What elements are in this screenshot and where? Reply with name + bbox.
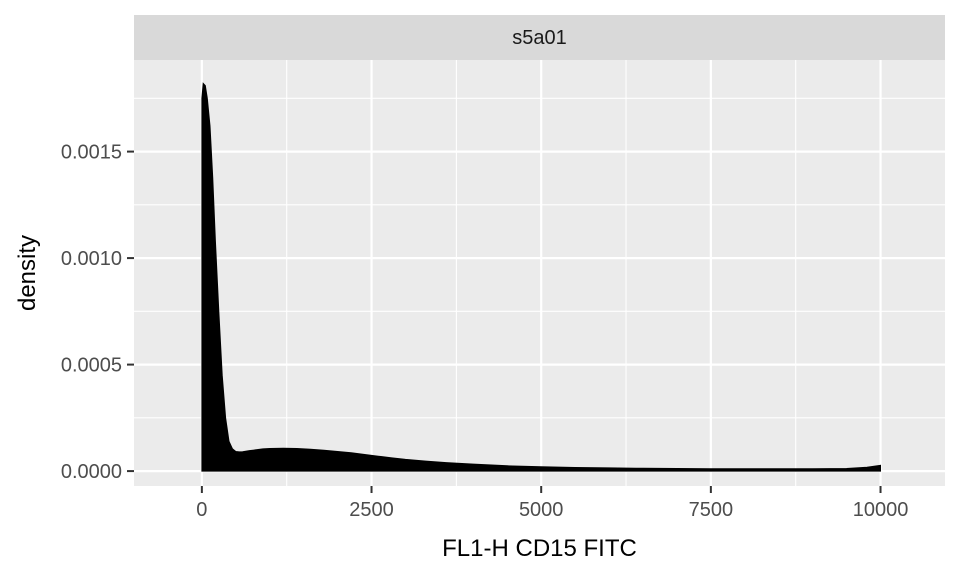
x-tick-label: 2500 (349, 499, 394, 521)
y-tick-label: 0.0000 (61, 461, 122, 483)
x-tick-label: 0 (196, 499, 207, 521)
y-tick-label: 0.0005 (61, 355, 122, 377)
x-tick-label: 7500 (689, 499, 734, 521)
panel-background (134, 60, 945, 486)
density-area (201, 82, 881, 472)
x-tick-label: 5000 (519, 499, 564, 521)
y-tick-label: 0.0010 (61, 248, 122, 270)
facet-strip-label: s5a01 (512, 27, 567, 49)
y-axis-title: density (14, 235, 41, 311)
y-axis: 0.0000 0.0005 0.0010 0.0015 (61, 142, 134, 483)
facet-strip (134, 15, 945, 60)
y-tick-label: 0.0015 (61, 142, 122, 164)
minor-gridlines (134, 60, 945, 486)
x-axis: 0 2500 5000 7500 10000 (196, 486, 908, 521)
x-tick-label: 10000 (853, 499, 909, 521)
x-axis-title: FL1-H CD15 FITC (442, 535, 637, 562)
